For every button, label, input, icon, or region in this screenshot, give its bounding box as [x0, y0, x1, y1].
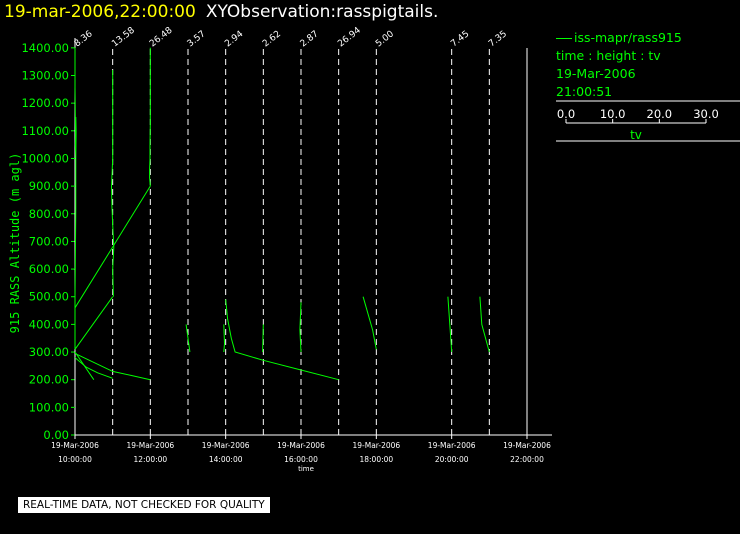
rass-trace [299, 302, 302, 353]
rass-trace [185, 324, 191, 353]
y-tick-label: 200.00 [29, 373, 69, 387]
rass-trace [74, 185, 151, 309]
legend-scale-tick-label: 10.0 [600, 107, 626, 121]
legend-series: iss-mapr/rass915 [556, 29, 682, 46]
y-tick-label: 1000.00 [21, 151, 69, 165]
rass-trace [479, 296, 490, 353]
legend-date: 19-Mar-2006 [556, 66, 636, 81]
profile-offset-label: 26.94 [336, 25, 363, 49]
profile-offset-label: 26.48 [148, 25, 175, 49]
x-tick-date: 19-Mar-2006 [352, 441, 400, 450]
x-tick-time: 10:00:00 [58, 455, 92, 464]
y-tick-label: 800.00 [29, 207, 69, 221]
x-tick-time: 14:00:00 [209, 455, 243, 464]
rass-trace [74, 357, 113, 379]
x-axis-label: time [298, 465, 314, 473]
profile-offset-label: 2.62 [261, 29, 283, 49]
y-tick-label: 0.00 [43, 428, 69, 442]
x-tick-date: 19-Mar-2006 [428, 441, 476, 450]
y-axis-label: 915 RASS Altitude (m agl) [8, 153, 22, 334]
y-tick-label: 700.00 [29, 234, 69, 248]
rass-trace [362, 296, 377, 350]
x-tick-date: 19-Mar-2006 [503, 441, 551, 450]
y-tick-label: 500.00 [29, 290, 69, 304]
title-datetime: 19-mar-2006,22:00:00 [4, 2, 196, 22]
y-tick-label: 900.00 [29, 179, 69, 193]
profile-offset-label: 8.36 [73, 29, 95, 49]
legend-time: 21:00:51 [556, 84, 613, 99]
legend-scale-label: tv [630, 128, 642, 142]
rass-trace [223, 324, 226, 353]
profile-offset-label: 7.45 [449, 29, 471, 49]
x-tick-date: 19-Mar-2006 [277, 441, 325, 450]
rass-trace [225, 299, 339, 381]
rass-trace [262, 324, 264, 353]
profile-offset-label: 5.00 [374, 29, 396, 49]
x-tick-time: 16:00:00 [284, 455, 318, 464]
y-tick-label: 300.00 [29, 345, 69, 359]
y-tick-label: 400.00 [29, 317, 69, 331]
rass-trace [74, 351, 95, 380]
legend-scale-tick-label: 20.0 [647, 107, 673, 121]
chart-title: 19-mar-2006,22:00:00 XYObservation:rasspi… [4, 2, 438, 22]
rass-trace [74, 47, 77, 350]
y-tick-label: 1200.00 [21, 96, 69, 110]
profile-offset-label: 2.87 [299, 29, 321, 49]
legend-axes-desc: time : height : tv [556, 48, 661, 63]
rass-trace [74, 296, 114, 350]
x-tick-time: 18:00:00 [359, 455, 393, 464]
rass-trace [149, 47, 151, 187]
legend-line-swatch [556, 38, 572, 39]
y-tick-label: 1100.00 [21, 124, 69, 138]
quality-disclaimer: REAL-TIME DATA, NOT CHECKED FOR QUALITY [18, 497, 270, 513]
y-tick-label: 100.00 [29, 400, 69, 414]
legend-scale-tick-label: 30.0 [693, 107, 719, 121]
profile-offset-label: 3.57 [186, 29, 208, 49]
y-tick-label: 600.00 [29, 262, 69, 276]
profile-offset-label: 7.35 [487, 29, 509, 49]
profile-offset-label: 13.58 [110, 25, 137, 49]
x-tick-date: 19-Mar-2006 [51, 441, 99, 450]
x-tick-date: 19-Mar-2006 [202, 441, 250, 450]
x-tick-date: 19-Mar-2006 [126, 441, 174, 450]
legend-scale-tick-label: 0.0 [557, 107, 575, 121]
profile-offset-label: 2.94 [223, 29, 245, 49]
y-tick-label: 1300.00 [21, 69, 69, 83]
rass-trace [447, 296, 453, 353]
title-observation: XYObservation:rasspigtails. [205, 2, 439, 22]
x-tick-time: 12:00:00 [133, 455, 167, 464]
legend-series-label: iss-mapr/rass915 [574, 30, 682, 45]
y-tick-label: 1400.00 [21, 41, 69, 55]
rass-trace [74, 352, 151, 381]
rass-trace [110, 70, 115, 297]
x-tick-time: 22:00:00 [510, 455, 544, 464]
x-tick-time: 20:00:00 [435, 455, 469, 464]
